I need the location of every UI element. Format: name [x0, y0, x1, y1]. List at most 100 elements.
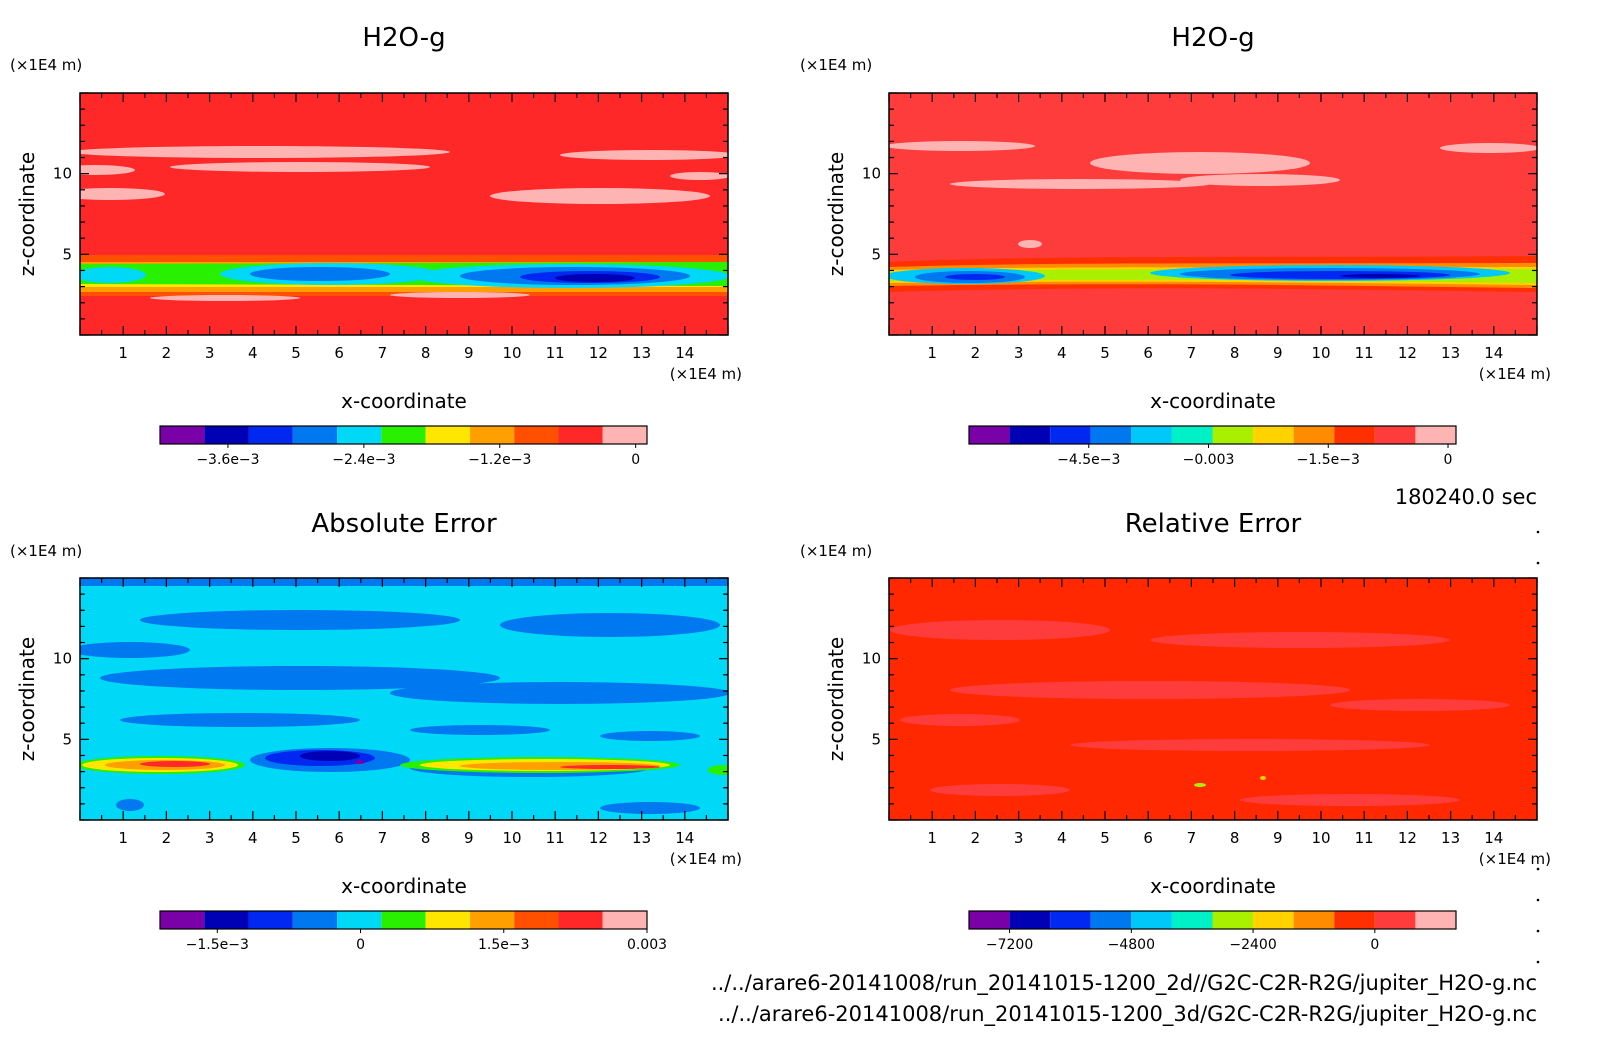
x-tick-label: 13	[632, 829, 651, 847]
x-tick-label: 3	[1014, 344, 1024, 362]
colorbar-label: −7200	[986, 937, 1033, 953]
x-tick-label: 6	[334, 829, 344, 847]
contour-band	[170, 162, 430, 172]
contour-band	[1070, 739, 1430, 751]
colorbar-label: −4800	[1108, 937, 1155, 953]
contour-band	[100, 666, 500, 690]
x-tick-label: 10	[502, 344, 521, 362]
colorbar-swatch	[1171, 426, 1213, 444]
colorbar-swatch	[1090, 426, 1132, 444]
contour-field	[889, 93, 1537, 335]
panel-title: Relative Error	[1125, 509, 1302, 539]
contour-band	[1260, 776, 1266, 780]
colorbar-frame	[159, 910, 648, 930]
colorbar-swatch	[1374, 426, 1416, 444]
x-tick-label: 3	[1014, 829, 1024, 847]
colorbar-swatch	[1415, 426, 1456, 444]
x-tick-label: 6	[1143, 829, 1153, 847]
colorbar-swatch	[204, 426, 249, 444]
colorbar-label: −2.4e−3	[332, 452, 395, 468]
colorbar-swatch	[1131, 911, 1172, 929]
contour-band	[1090, 152, 1310, 174]
x-tick-label: 12	[589, 829, 608, 847]
y-unit-label: (×1E4 m)	[10, 542, 82, 560]
x-tick-label: 12	[1398, 829, 1417, 847]
x-tick-label: 1	[927, 829, 937, 847]
x-tick-label: 2	[162, 344, 172, 362]
x-axis-label: x-coordinate	[341, 389, 467, 413]
contour-band	[890, 620, 1110, 640]
colorbar-swatch	[1374, 911, 1416, 929]
contour-band	[950, 681, 1350, 699]
contour-band	[670, 172, 728, 180]
panel-absolute-error: Absolute Error (×1E4 m)	[10, 509, 742, 953]
x-tick-label: 4	[1057, 344, 1067, 362]
colorbar-frame	[968, 910, 1457, 930]
x-tick-label: 7	[378, 829, 388, 847]
x-tick-label: 7	[378, 344, 388, 362]
colorbar-label: 0	[1444, 452, 1453, 468]
y-unit-label: (×1E4 m)	[800, 56, 872, 74]
colorbar-label: −4.5e−3	[1057, 452, 1120, 468]
dot	[1536, 530, 1540, 534]
dot	[1536, 561, 1540, 565]
x-tick-label: 9	[1273, 344, 1283, 362]
contour-band	[490, 188, 710, 204]
colorbar-swatch	[381, 911, 426, 929]
panel-title: H2O-g	[1171, 23, 1254, 53]
colorbar-swatch	[248, 911, 293, 929]
colorbar-label: 0	[1370, 937, 1379, 953]
x-tick-label: 14	[675, 829, 694, 847]
x-tick-label: 9	[1273, 829, 1283, 847]
contour-band	[80, 267, 146, 283]
colorbar-swatch	[969, 426, 1010, 444]
x-tick-label: 10	[1311, 829, 1330, 847]
colorbar: −3.6e−3 −2.4e−3 −1.2e−3 0	[159, 425, 648, 468]
x-axis-label: x-coordinate	[1150, 389, 1276, 413]
x-unit-label: (×1E4 m)	[670, 850, 742, 868]
contour-band	[410, 725, 550, 735]
contour-band	[140, 610, 460, 630]
x-tick-label: 8	[1230, 344, 1240, 362]
dot	[1536, 867, 1540, 871]
x-tick-label: 4	[248, 344, 258, 362]
colorbar-label: −2400	[1229, 937, 1276, 953]
contour-band	[80, 287, 728, 292]
y-axis-label: z-coordinate	[824, 152, 848, 276]
colorbar-swatch	[160, 426, 205, 444]
contour-band	[1150, 632, 1450, 648]
contour-band	[930, 784, 1070, 796]
margin-dots	[1536, 530, 1540, 964]
contour-band	[120, 713, 360, 727]
colorbar: −4.5e−3 −0.003 −1.5e−3 0	[968, 425, 1457, 468]
colorbar-swatch	[1090, 911, 1132, 929]
colorbar-swatch	[469, 911, 515, 929]
colorbar-label: −1.2e−3	[468, 452, 531, 468]
contour-band	[560, 150, 728, 160]
contour-band	[1194, 783, 1206, 787]
contour-field	[80, 93, 728, 335]
contour-band	[390, 682, 728, 704]
contour-band	[250, 267, 390, 281]
colorbar-swatch	[1212, 426, 1254, 444]
colorbar-swatch	[248, 426, 293, 444]
colorbar-swatch	[558, 426, 603, 444]
colorbar-swatch	[1171, 911, 1213, 929]
colorbar-swatch	[514, 426, 559, 444]
dot	[1536, 898, 1540, 902]
colorbar-swatch	[204, 911, 249, 929]
contour-band	[1230, 271, 1450, 279]
y-axis-label: z-coordinate	[15, 637, 39, 761]
x-unit-label: (×1E4 m)	[670, 365, 742, 383]
colorbar-swatch	[1334, 426, 1375, 444]
x-tick-label: 5	[1100, 344, 1110, 362]
x-tick-label: 11	[546, 829, 565, 847]
dot	[1536, 929, 1540, 933]
colorbar-swatch	[1415, 911, 1456, 929]
x-tick-label: 2	[971, 829, 981, 847]
x-tick-label: 6	[334, 344, 344, 362]
contour-band	[1340, 274, 1420, 278]
colorbar-swatch	[1009, 911, 1051, 929]
